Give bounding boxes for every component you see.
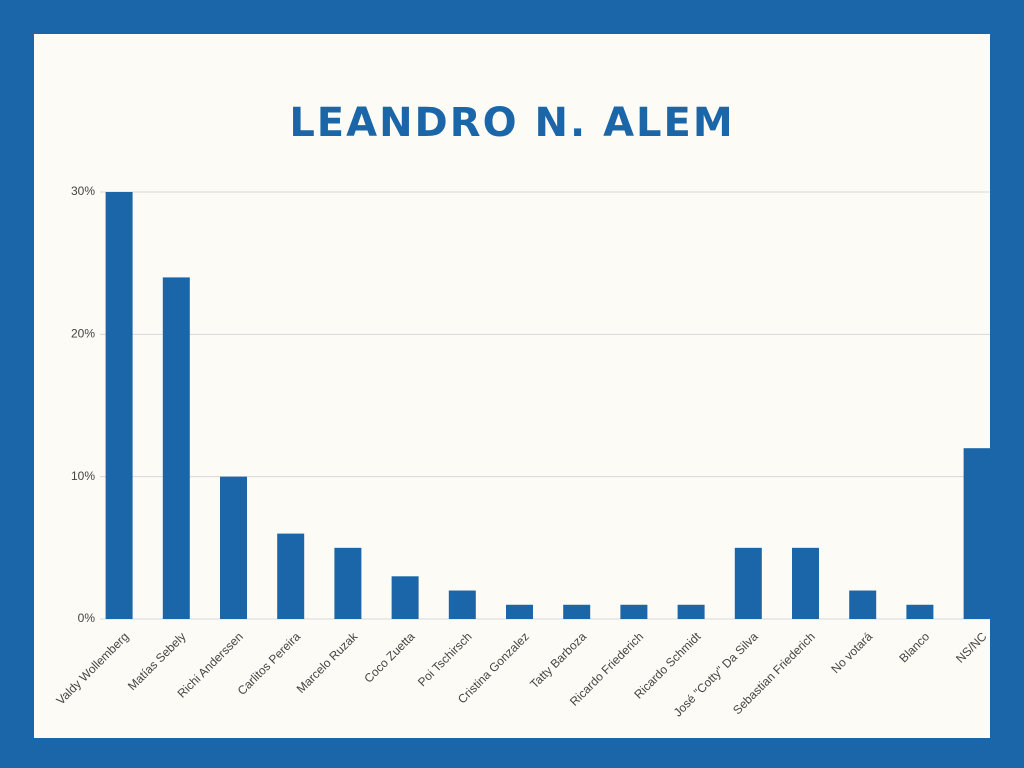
bar [448, 590, 476, 619]
bar [563, 604, 591, 619]
bar [105, 192, 133, 619]
y-tick-label: 30% [71, 184, 95, 198]
panel [34, 34, 990, 738]
bar [162, 277, 190, 619]
bar [734, 547, 762, 619]
y-tick-label: 10% [71, 469, 95, 483]
chart-title: LEANDRO N. ALEM [289, 100, 734, 146]
bar [849, 590, 877, 619]
bar [620, 604, 648, 619]
bar [391, 576, 419, 619]
bar [963, 448, 991, 619]
y-tick-label: 20% [71, 327, 95, 341]
bar [906, 604, 934, 619]
bar [792, 547, 819, 619]
y-tick-label: 0% [78, 611, 96, 625]
bar [506, 604, 533, 619]
bar [677, 604, 705, 619]
bar [277, 533, 305, 619]
bar [334, 547, 362, 619]
bar [220, 476, 247, 619]
